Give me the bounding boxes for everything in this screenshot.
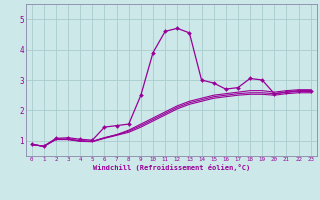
X-axis label: Windchill (Refroidissement éolien,°C): Windchill (Refroidissement éolien,°C) <box>92 164 250 171</box>
